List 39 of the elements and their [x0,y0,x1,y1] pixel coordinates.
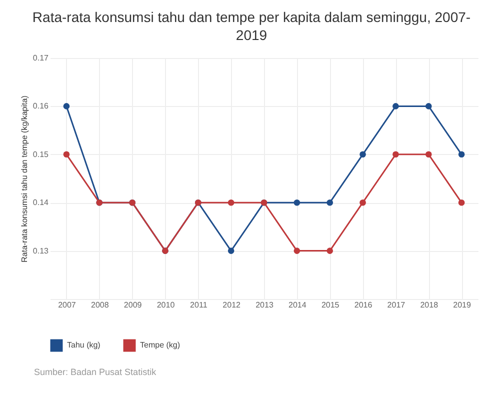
point [360,199,366,206]
y-tick-label: 0.17 [32,54,50,62]
y-axis-title: Rata-rata konsumsi tahu dan tempe (kg/kapita) [20,95,29,262]
point [228,248,234,254]
y-tick-label: 0.13 [32,246,50,256]
point [326,248,334,254]
x-tick-label: 2015 [321,300,340,310]
x-tick-label: 2018 [420,300,439,310]
x-tick-label: 2014 [288,300,307,310]
point [294,199,300,206]
x-tick-label: 2008 [90,300,110,310]
x-tick-label: 2010 [156,300,176,310]
x-tick-label: 2017 [387,300,406,310]
x-tick-label: 2019 [453,300,472,310]
x-tick-label: 2009 [124,300,142,310]
point [425,151,432,158]
point [458,199,465,206]
point [63,103,70,110]
x-tick-label: 2007 [58,300,76,310]
x-tick-label: 2016 [354,300,373,310]
x-tick-label: 2011 [190,300,208,310]
point [360,151,366,158]
text: Sumber: Badan Pusat Statistik [34,367,158,377]
legend-label: Tempe (kg) [140,340,180,350]
x-tick-label: 2012 [222,300,242,310]
point [228,199,234,206]
point [294,248,300,254]
y-tick-label: 0.14 [32,198,50,208]
point [392,151,399,158]
y-tick-label: 0.15 [32,150,50,159]
chart-title: Rata-rata konsumsi tahu dan tempe per kapita dalam seminggu, 2007-2019 [32,8,472,44]
point [326,199,334,206]
y-tick-label: 0.16 [32,102,50,111]
point [458,151,465,158]
legend-label: Tahu (kg) [67,340,101,350]
x-tick-label: 2013 [256,300,274,310]
point [392,103,399,110]
point [63,151,70,158]
point [425,103,432,110]
